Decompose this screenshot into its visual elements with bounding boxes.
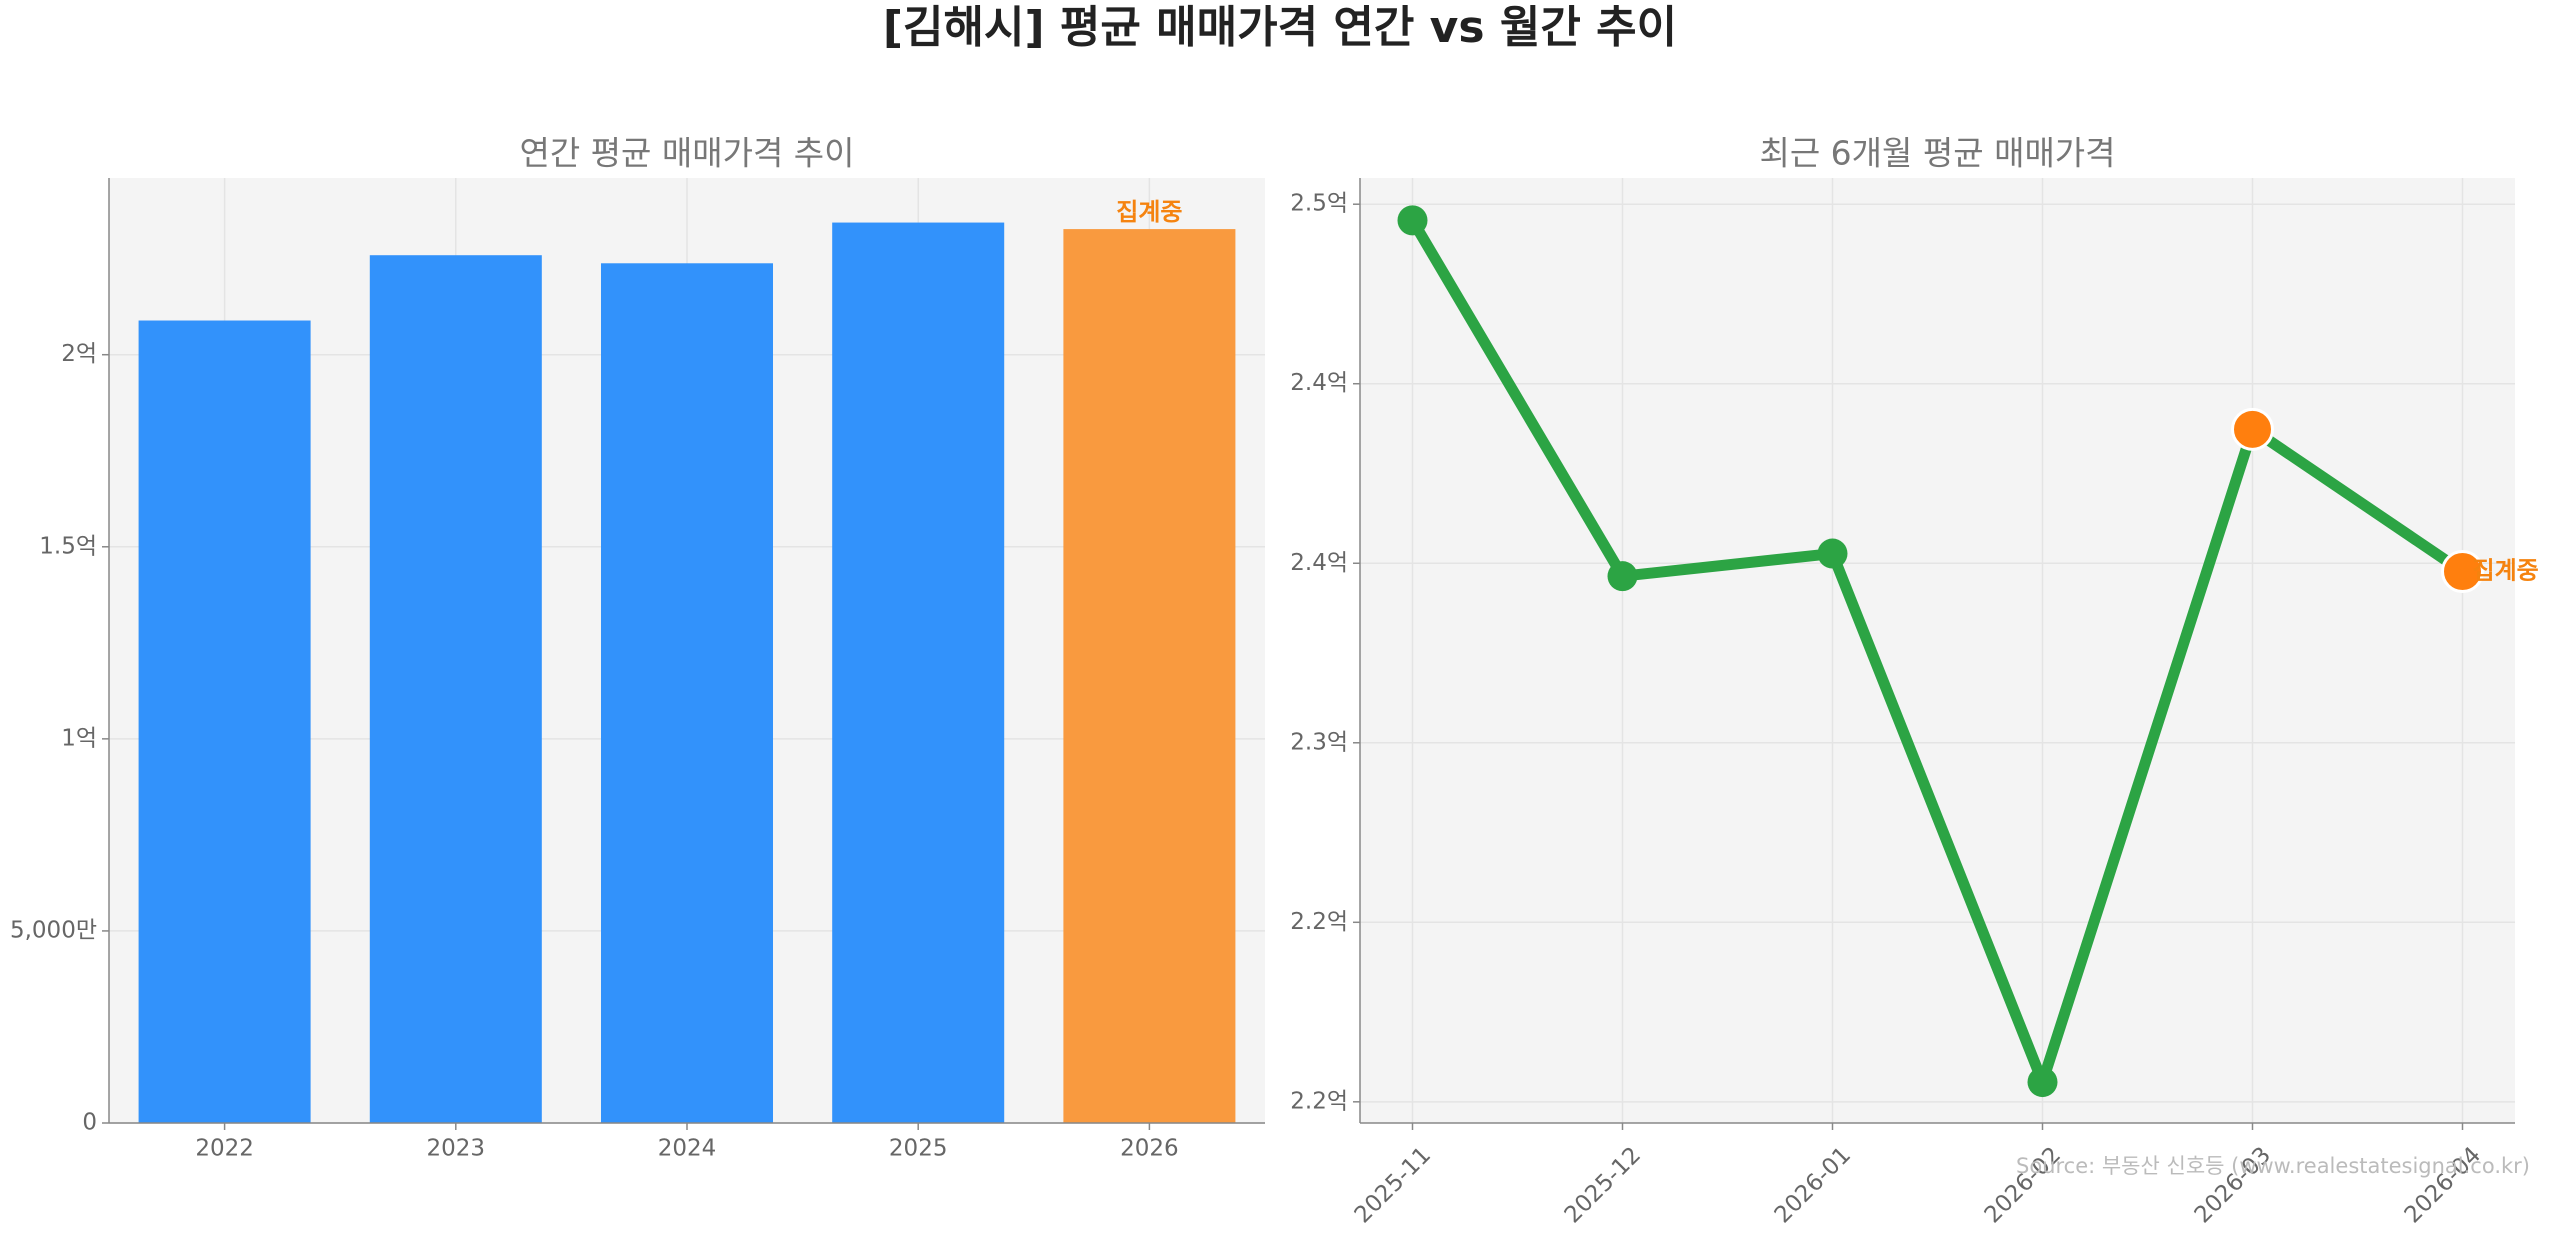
point: [2027, 1067, 2058, 1098]
point: [2441, 550, 2484, 594]
y-tick-label: 2.2억: [1290, 909, 1348, 935]
y-tick-label: 1.5억: [39, 533, 97, 559]
y-tick-label: 1억: [61, 725, 97, 751]
figure-title: [김해시] 평균 매매가격 연간 vs 월간 추이: [883, 2, 1677, 53]
x-tick-label: 2023: [427, 1136, 486, 1162]
x-tick-label: 2025: [889, 1136, 948, 1162]
x-tick-label: 2025-12: [1560, 1142, 1646, 1228]
point: [2231, 407, 2274, 451]
x-tick-label: 2026-01: [1770, 1142, 1856, 1228]
y-tick-label: 2.4억: [1290, 370, 1348, 396]
bar: [1063, 229, 1236, 1124]
x-tick-label: 2026: [1120, 1136, 1179, 1162]
x-tick-label: 2022: [195, 1136, 254, 1162]
x-tick-label: 2024: [658, 1136, 717, 1162]
y-tick-label: 5,000만: [10, 917, 97, 943]
y-tick-label: 2.4억: [1290, 550, 1348, 576]
annotation: 집계중: [2473, 557, 2539, 585]
chart-title: 연간 평균 매매가격 추이: [519, 134, 854, 173]
y-tick-label: 2.5억: [1290, 191, 1348, 217]
bar: [832, 222, 1005, 1123]
chart-title: 최근 6개월 평균 매매가격: [1759, 134, 2115, 173]
source: Source: 부동산 신호등 (www.realestatesignal.co…: [2016, 1154, 2530, 1178]
point: [1397, 205, 1428, 236]
bar: [369, 255, 542, 1124]
point: [1607, 561, 1638, 592]
y-tick-label: 2.3억: [1290, 729, 1348, 755]
bar: [600, 263, 774, 1123]
plot-background: [1360, 178, 2515, 1123]
y-tick-label: 2.2억: [1290, 1088, 1348, 1114]
point: [1817, 538, 1848, 569]
x-tick-label: 2025-11: [1350, 1142, 1436, 1228]
line: [1407, 217, 2466, 1088]
y-tick-label: 0: [82, 1110, 97, 1136]
annotation: 집계중: [1116, 198, 1182, 226]
bar: [138, 320, 311, 1123]
y-tick-label: 2억: [61, 341, 97, 367]
